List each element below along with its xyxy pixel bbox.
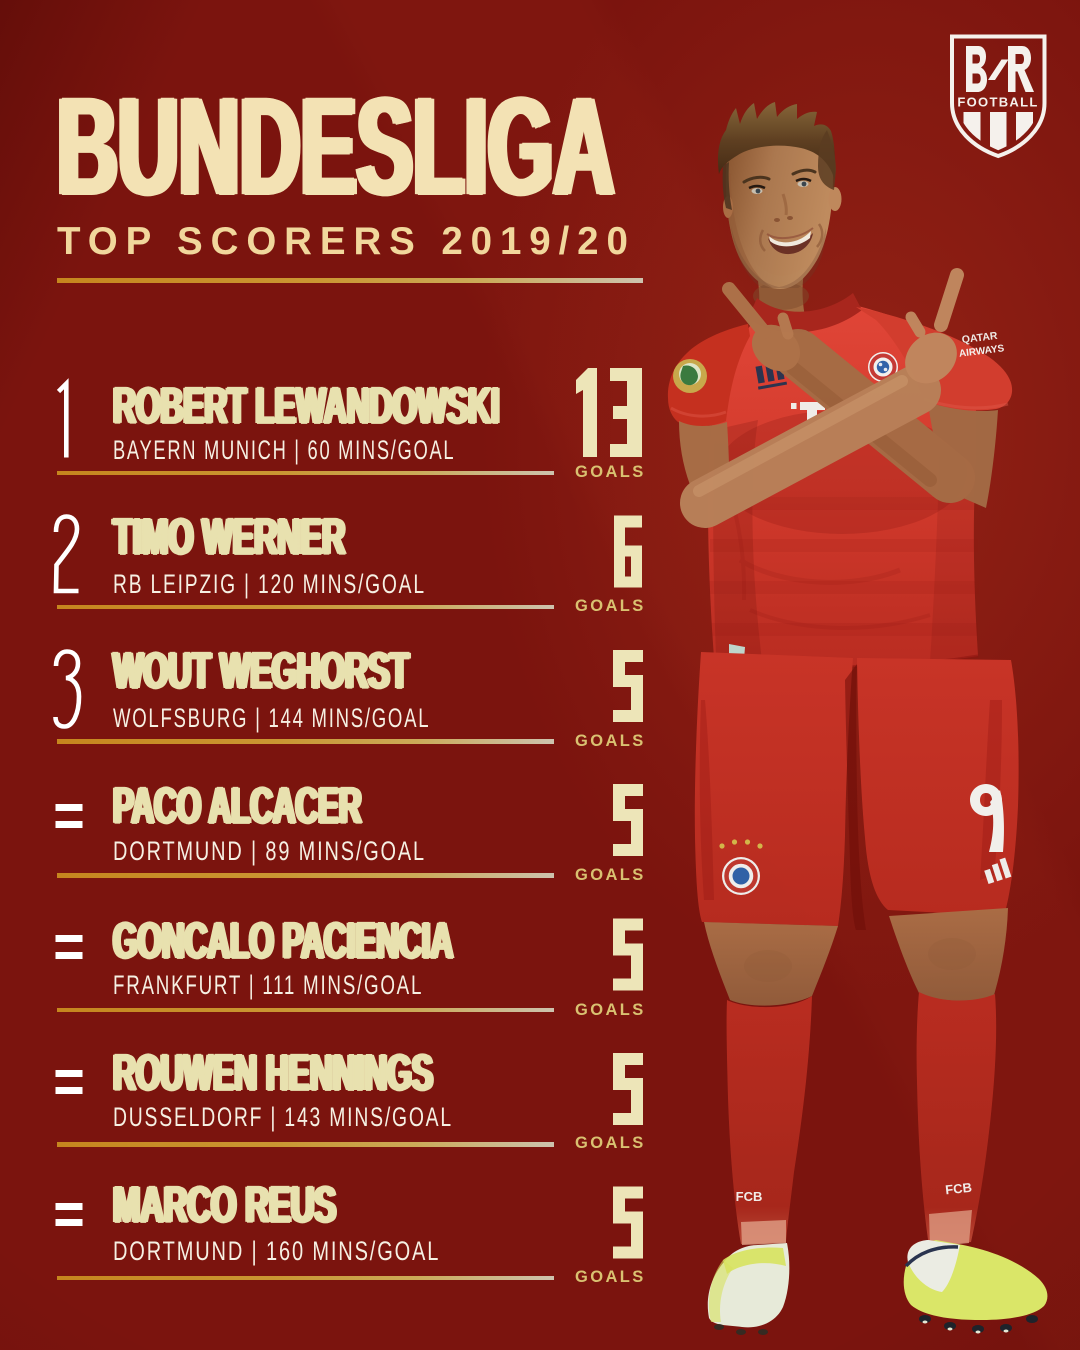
svg-text:FCB: FCB	[944, 1180, 972, 1198]
svg-text:QATAR: QATAR	[961, 330, 998, 346]
svg-text:FCB: FCB	[736, 1189, 763, 1204]
svg-text:FOOTBALL: FOOTBALL	[957, 95, 1038, 110]
